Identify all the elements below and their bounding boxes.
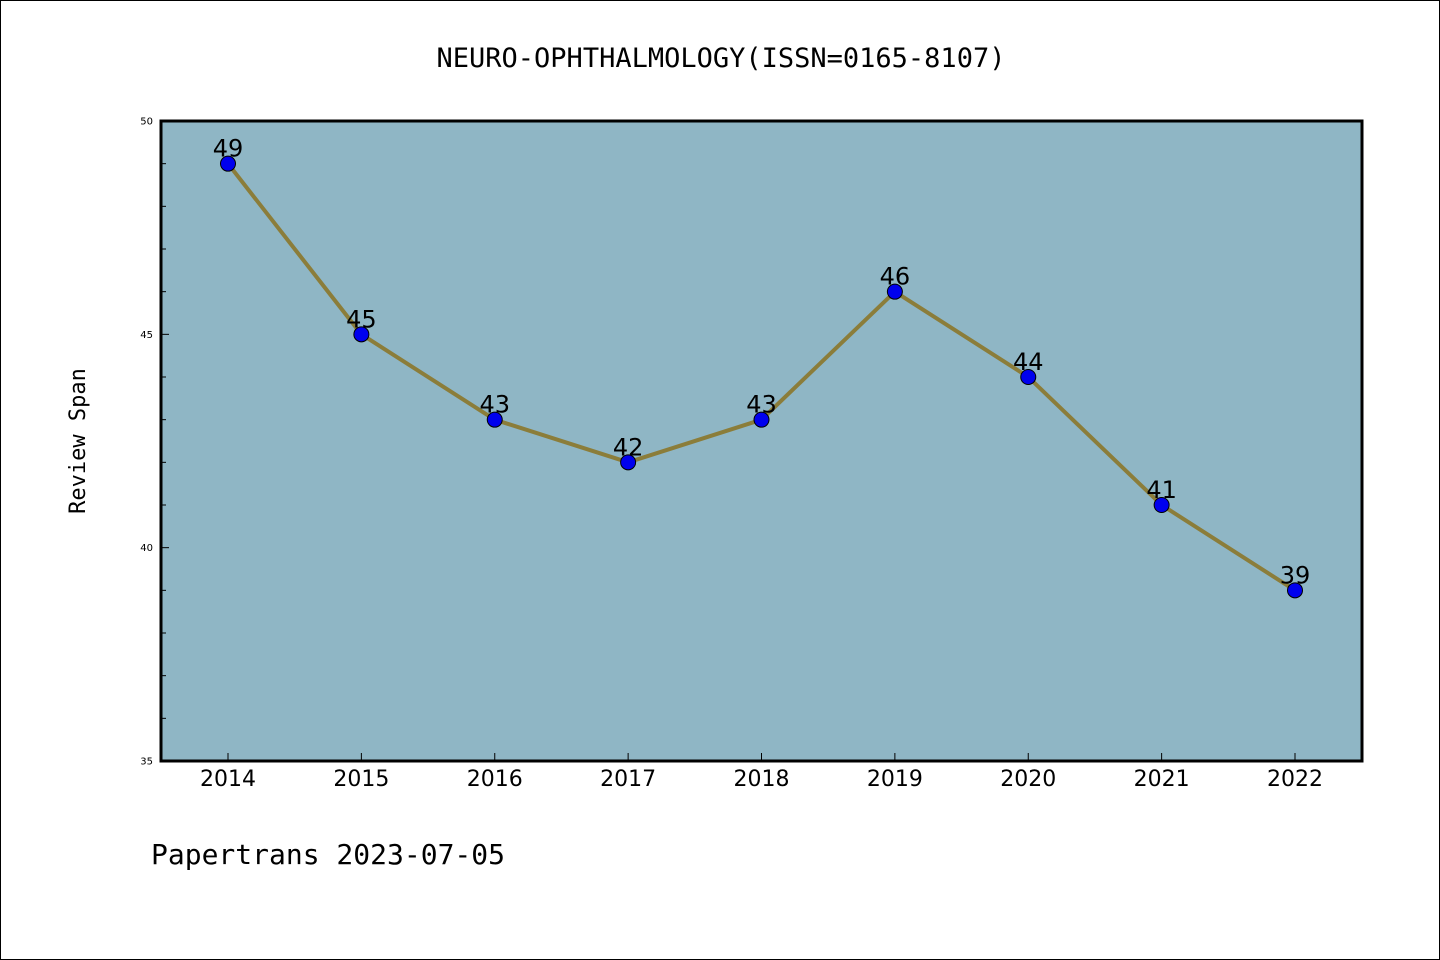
- data-label: 42: [613, 433, 644, 461]
- x-tick-label: 2015: [333, 767, 389, 792]
- data-label: 44: [1013, 348, 1044, 376]
- plot-area: [161, 121, 1362, 761]
- data-point: [1020, 369, 1037, 385]
- data-point: [486, 411, 503, 428]
- data-label: 49: [213, 135, 244, 163]
- data-point: [220, 155, 236, 172]
- footer-watermark: Papertrans 2023-07-05: [151, 838, 505, 871]
- x-tick-label: 2022: [1267, 767, 1323, 792]
- y-tick-label: 50: [140, 117, 153, 128]
- x-tick-label: 2018: [734, 767, 790, 792]
- data-label: 45: [346, 305, 377, 333]
- data-label: 39: [1280, 561, 1311, 589]
- x-axis: 2014 2015 2016 2017 2018 2019 2020 2021 2022: [200, 753, 1323, 792]
- plot-border: [159, 119, 1364, 763]
- y-tick-label: 40: [140, 543, 153, 554]
- y-axis-label: Review Span: [66, 368, 91, 514]
- data-point: [886, 283, 903, 300]
- x-tick-label: 2014: [200, 767, 256, 792]
- data-point: [353, 326, 370, 343]
- data-label: 43: [746, 391, 777, 419]
- data-point: [753, 411, 770, 428]
- data-label: 41: [1146, 476, 1177, 504]
- data-label: 43: [479, 391, 510, 419]
- series-layer: 49 45 43 42 43 46 44 41 39: [213, 135, 1311, 599]
- chart-title: NEURO-OPHTHALMOLOGY(ISSN=0165-8107): [437, 43, 1006, 74]
- data-label: 46: [880, 263, 911, 291]
- y-tick-label: 35: [140, 757, 153, 768]
- x-tick-label: 2020: [1000, 767, 1056, 792]
- x-tick-label: 2021: [1134, 767, 1190, 792]
- x-tick-label: 2017: [600, 767, 656, 792]
- data-point: [1287, 582, 1303, 599]
- x-tick-label: 2016: [467, 767, 523, 792]
- y-tick-label: 45: [140, 330, 153, 341]
- x-tick-label: 2019: [867, 767, 923, 792]
- data-point: [1153, 497, 1170, 513]
- data-point: [620, 454, 637, 471]
